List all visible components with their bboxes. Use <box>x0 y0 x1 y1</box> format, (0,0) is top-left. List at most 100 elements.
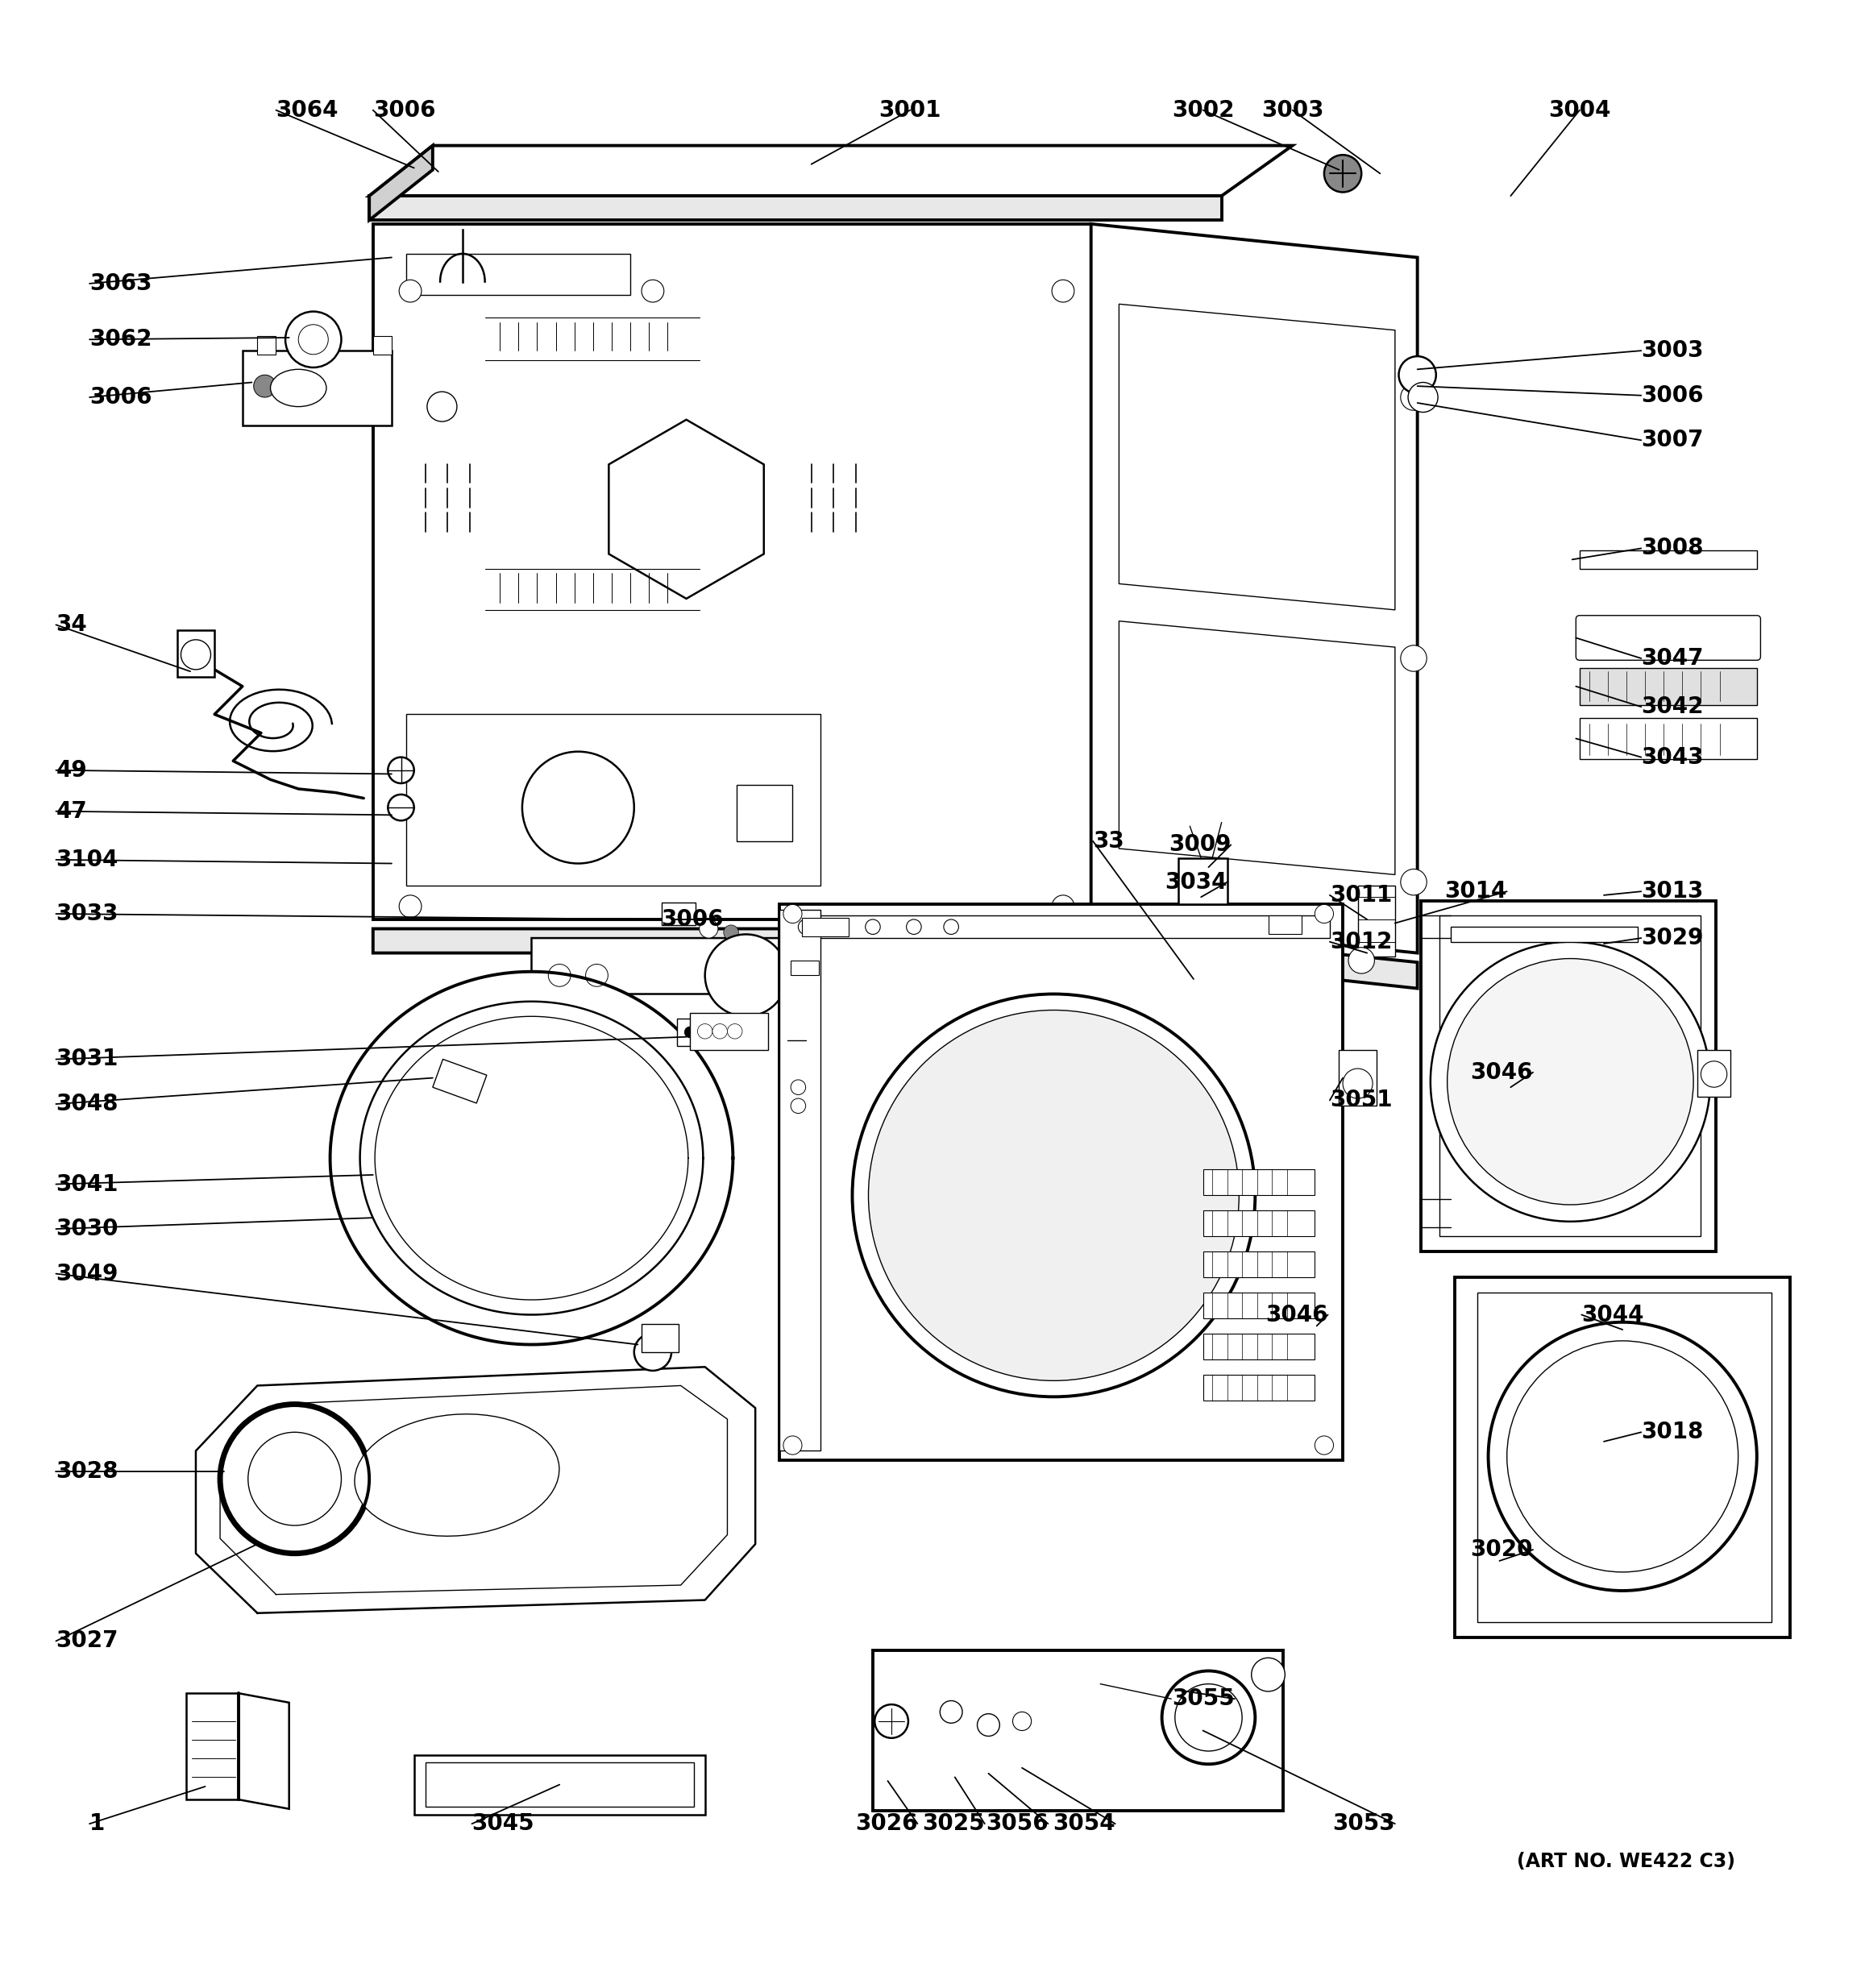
Bar <box>1358 887 1395 956</box>
Bar <box>677 1018 748 1046</box>
Bar <box>1268 916 1302 934</box>
Polygon shape <box>407 714 821 887</box>
Circle shape <box>699 1026 711 1038</box>
Circle shape <box>388 757 414 783</box>
Circle shape <box>399 280 421 302</box>
Circle shape <box>684 1026 696 1038</box>
Circle shape <box>1701 1062 1727 1087</box>
Circle shape <box>254 376 276 398</box>
Circle shape <box>1013 1712 1031 1732</box>
Text: 3030: 3030 <box>56 1219 117 1241</box>
Text: 3006: 3006 <box>373 99 435 121</box>
Circle shape <box>698 1024 712 1040</box>
Text: 3008: 3008 <box>1641 537 1703 559</box>
Polygon shape <box>1477 1292 1772 1622</box>
Bar <box>1203 1211 1315 1237</box>
Circle shape <box>642 280 664 302</box>
Bar <box>1203 1334 1315 1360</box>
Text: 33: 33 <box>1093 829 1125 853</box>
Circle shape <box>1507 1340 1738 1573</box>
Circle shape <box>783 905 802 922</box>
Circle shape <box>906 918 921 934</box>
Text: 3026: 3026 <box>856 1813 918 1835</box>
Bar <box>1203 1374 1315 1400</box>
Text: 3042: 3042 <box>1641 696 1703 718</box>
Bar <box>1203 1169 1315 1195</box>
Circle shape <box>712 1024 727 1040</box>
Bar <box>791 960 819 976</box>
Text: 3046: 3046 <box>1266 1304 1328 1326</box>
Bar <box>257 336 276 354</box>
Text: 3034: 3034 <box>1166 871 1227 893</box>
Text: 3018: 3018 <box>1641 1421 1703 1443</box>
Polygon shape <box>414 1755 705 1815</box>
Text: 3014: 3014 <box>1445 881 1507 903</box>
Bar <box>373 336 392 354</box>
Text: (ART NO. WE422 C3): (ART NO. WE422 C3) <box>1516 1851 1736 1871</box>
Circle shape <box>1162 1670 1255 1763</box>
Circle shape <box>1052 280 1074 302</box>
Circle shape <box>944 918 959 934</box>
Polygon shape <box>1179 859 1227 905</box>
Circle shape <box>705 934 787 1016</box>
Bar <box>662 903 696 924</box>
Polygon shape <box>186 1694 239 1799</box>
Circle shape <box>1488 1322 1757 1590</box>
Text: 3011: 3011 <box>1330 885 1391 907</box>
Text: 3028: 3028 <box>56 1459 117 1483</box>
Text: 3043: 3043 <box>1641 746 1703 769</box>
Bar <box>821 976 1007 994</box>
Text: 3053: 3053 <box>1332 1813 1395 1835</box>
Bar <box>177 630 214 678</box>
Text: 3046: 3046 <box>1471 1062 1533 1083</box>
Polygon shape <box>1138 938 1268 1012</box>
Bar <box>780 911 821 1451</box>
Text: 3055: 3055 <box>1171 1688 1235 1710</box>
Circle shape <box>1089 964 1112 986</box>
Ellipse shape <box>270 370 326 408</box>
Bar <box>737 785 793 841</box>
Circle shape <box>977 1714 1000 1736</box>
Text: 3006: 3006 <box>1641 384 1703 408</box>
Circle shape <box>1052 895 1074 918</box>
Polygon shape <box>1421 901 1716 1250</box>
Circle shape <box>1401 869 1427 895</box>
Circle shape <box>548 964 571 986</box>
Circle shape <box>586 964 608 986</box>
Polygon shape <box>369 197 1222 221</box>
Text: 3012: 3012 <box>1330 930 1391 952</box>
Circle shape <box>852 994 1255 1398</box>
Polygon shape <box>239 1694 289 1809</box>
Bar <box>690 1012 768 1050</box>
Text: 3047: 3047 <box>1641 646 1703 670</box>
Polygon shape <box>425 1761 694 1807</box>
Text: 3044: 3044 <box>1582 1304 1643 1326</box>
Bar <box>407 254 630 294</box>
Text: 3027: 3027 <box>56 1630 117 1652</box>
Circle shape <box>828 918 843 934</box>
Circle shape <box>727 1024 742 1040</box>
Text: 3056: 3056 <box>985 1813 1048 1835</box>
Circle shape <box>427 392 457 421</box>
Circle shape <box>1315 905 1333 922</box>
Text: 49: 49 <box>56 759 88 781</box>
Bar <box>1697 1050 1731 1097</box>
Text: 1: 1 <box>90 1813 104 1835</box>
Circle shape <box>865 918 880 934</box>
Text: 3006: 3006 <box>662 909 724 930</box>
Polygon shape <box>608 419 765 598</box>
Circle shape <box>869 1010 1238 1380</box>
Circle shape <box>714 1026 725 1038</box>
Polygon shape <box>242 350 392 425</box>
Circle shape <box>724 924 739 940</box>
Text: 3013: 3013 <box>1641 881 1703 903</box>
Circle shape <box>1401 646 1427 672</box>
Text: 3045: 3045 <box>472 1813 535 1835</box>
Circle shape <box>940 1700 962 1724</box>
Circle shape <box>1194 960 1231 998</box>
Polygon shape <box>196 1368 755 1612</box>
Circle shape <box>1348 948 1375 974</box>
Circle shape <box>634 1334 671 1370</box>
Text: 3020: 3020 <box>1471 1539 1533 1561</box>
Circle shape <box>1251 1658 1285 1692</box>
